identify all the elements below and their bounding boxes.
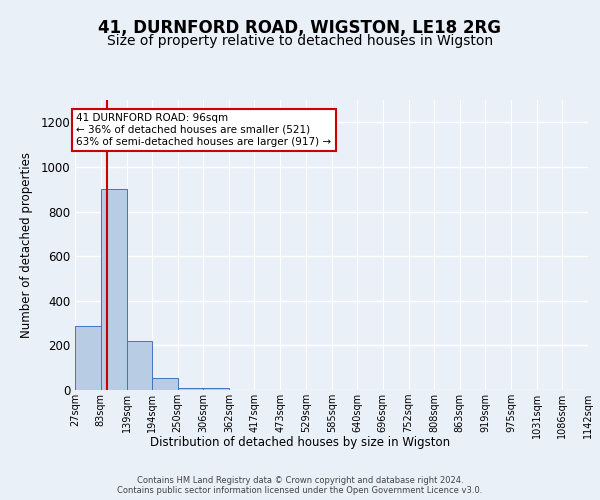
Bar [178,388,203,390]
Bar [127,341,152,390]
Bar [75,326,101,390]
Text: 41 DURNFORD ROAD: 96sqm
← 36% of detached houses are smaller (521)
63% of semi-d: 41 DURNFORD ROAD: 96sqm ← 36% of detache… [76,114,332,146]
Text: Size of property relative to detached houses in Wigston: Size of property relative to detached ho… [107,34,493,48]
Bar [152,378,178,390]
Y-axis label: Number of detached properties: Number of detached properties [20,152,34,338]
Bar [101,189,127,390]
Text: Contains HM Land Registry data © Crown copyright and database right 2024.
Contai: Contains HM Land Registry data © Crown c… [118,476,482,495]
Bar [203,388,229,390]
Text: Distribution of detached houses by size in Wigston: Distribution of detached houses by size … [150,436,450,449]
Text: 41, DURNFORD ROAD, WIGSTON, LE18 2RG: 41, DURNFORD ROAD, WIGSTON, LE18 2RG [98,18,502,36]
